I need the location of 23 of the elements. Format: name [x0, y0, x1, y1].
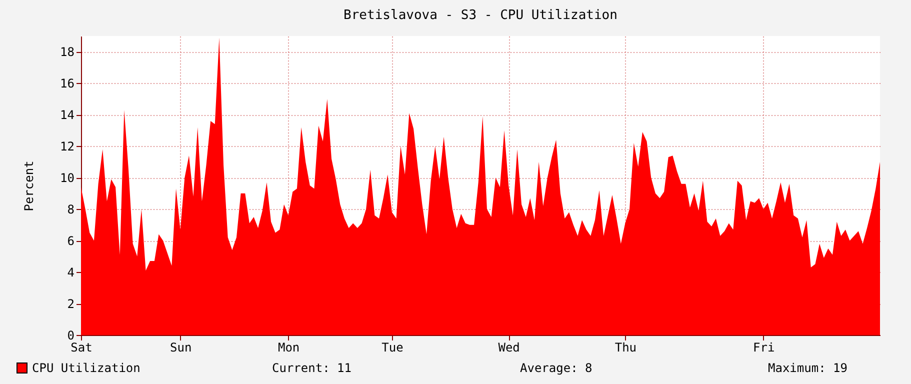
y-tick-label: 12	[60, 140, 74, 154]
y-tick-label: 16	[60, 76, 74, 91]
y-tick-label: 2	[67, 297, 74, 312]
y-tick-label: 8	[67, 202, 74, 217]
legend-label: CPU Utilization	[32, 361, 140, 375]
y-tick-label: 10	[60, 171, 74, 186]
y-tick-label: 14	[60, 108, 74, 122]
y-tick-label: 0	[67, 328, 74, 342]
x-tick-label: Thu	[614, 340, 637, 354]
x-tick-label: Mon	[278, 340, 300, 354]
y-tick-label: 18	[60, 45, 74, 60]
x-tick-label: Fri	[753, 340, 775, 354]
text: Current: 11	[272, 361, 352, 375]
x-tick-label: Wed	[498, 340, 520, 354]
y-tick-label: 4	[67, 266, 74, 280]
y-axis-title: Percent	[22, 160, 36, 212]
text: Maximum: 19	[768, 361, 848, 375]
y-tick-label: 6	[67, 234, 74, 248]
text: Average: 8	[520, 361, 592, 375]
x-tick-label: Sun	[170, 340, 192, 354]
x-tick-label: Tue	[382, 340, 404, 354]
x-tick-label: Sat	[70, 340, 92, 354]
chart-title: Bretislavova - S3 - CPU Utilization	[344, 8, 618, 23]
